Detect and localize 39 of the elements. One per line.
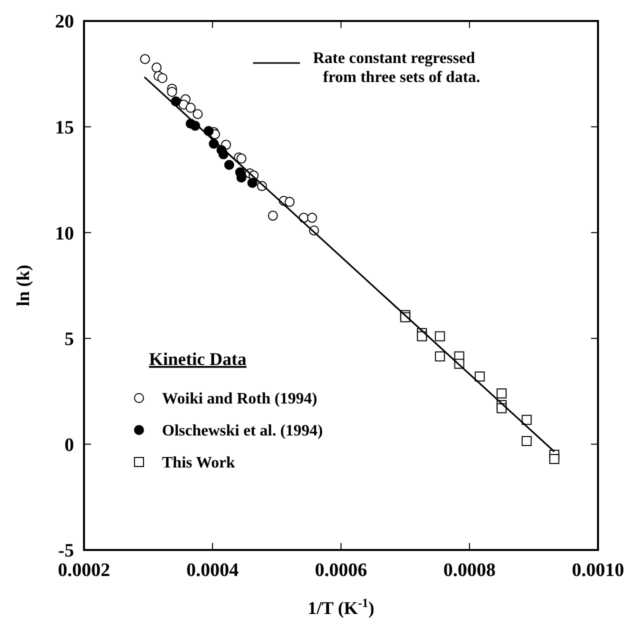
point	[152, 62, 162, 73]
point	[186, 102, 196, 113]
point	[522, 436, 532, 446]
point	[284, 196, 295, 207]
y-axis-title: ln (k)	[13, 264, 33, 306]
point	[307, 212, 318, 223]
y-tick-label: 5	[64, 329, 74, 350]
point	[224, 160, 234, 170]
point	[247, 178, 258, 188]
point	[434, 331, 445, 342]
point	[236, 172, 246, 183]
x-tick-label: 0.0006	[314, 560, 368, 581]
y-tick-label: 20	[55, 12, 74, 33]
legend-title: Kinetic Data	[149, 349, 246, 369]
point	[522, 414, 532, 425]
point	[157, 73, 168, 84]
legend-label: Woiki and Roth (1994)	[162, 390, 318, 408]
y-tick-label: 15	[55, 117, 74, 138]
point	[474, 371, 485, 382]
x-tick-label: 0.0002	[58, 560, 110, 581]
point	[268, 210, 278, 221]
legend-label: Olschewski et al. (1994)	[162, 422, 323, 440]
x-tick-label: 0.0008	[443, 560, 496, 581]
point	[140, 54, 150, 64]
legend-label: Rate constant regressed from three sets of data.	[313, 50, 480, 86]
x-tick-label: 0.0010	[572, 560, 624, 581]
x-tick-label: 0.0004	[186, 560, 240, 581]
point	[496, 388, 507, 398]
x-axis-title: 1/T (K$^{-1}$)	[308, 596, 374, 618]
y-tick-label: 0	[64, 434, 74, 456]
point	[192, 109, 203, 120]
point	[167, 86, 178, 97]
point	[236, 154, 246, 164]
point	[416, 331, 427, 342]
y-tick-label: 10	[55, 223, 74, 244]
legend-label: This Work	[162, 454, 236, 472]
point	[434, 351, 445, 362]
point	[549, 454, 560, 464]
y-tick-label: -5	[58, 540, 74, 562]
